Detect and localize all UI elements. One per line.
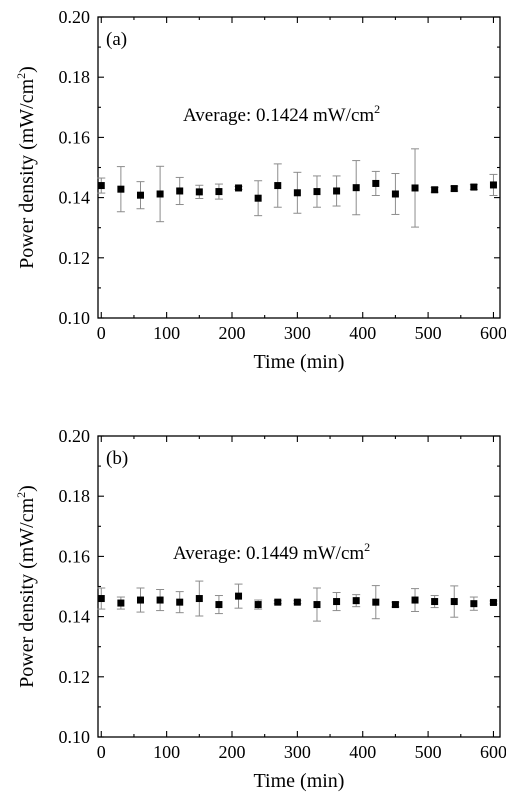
y-axis-title-superscript: 2 xyxy=(14,492,28,498)
data-point xyxy=(313,601,321,609)
y-axis-title-text: Power density (mW/cm xyxy=(16,78,38,268)
data-point xyxy=(254,194,262,202)
data-point xyxy=(117,599,125,607)
chart-panel-a: 0 100 200 300 400 500 600 0.10 0.12 0.14 0.16 0.18 0… xyxy=(14,7,506,373)
x-tick-label: 100 xyxy=(153,323,180,343)
y-tick-label: 0.18 xyxy=(59,67,91,87)
data-point xyxy=(333,187,341,195)
data-point xyxy=(117,185,125,193)
data-point xyxy=(195,595,203,603)
x-tick-label: 0 xyxy=(97,323,106,343)
data-point xyxy=(450,185,458,193)
data-point xyxy=(411,596,419,604)
data-point xyxy=(235,592,243,600)
data-point xyxy=(176,598,184,606)
plot-frame xyxy=(97,16,501,319)
y-tick-label: 0.16 xyxy=(59,127,91,147)
x-tick-label: 400 xyxy=(349,742,376,762)
y-axis-title-superscript: 2 xyxy=(14,73,28,79)
y-tick-label: 0.10 xyxy=(59,308,91,328)
x-tick-label: 0 xyxy=(97,742,106,762)
x-tick-label: 300 xyxy=(284,742,311,762)
x-tick-label: 500 xyxy=(415,323,442,343)
panel-label: (a) xyxy=(106,29,127,50)
x-tick-label: 200 xyxy=(219,323,246,343)
x-tick-label: 400 xyxy=(349,323,376,343)
data-point xyxy=(489,598,497,606)
data-point xyxy=(352,597,360,605)
data-point xyxy=(176,187,184,195)
data-point xyxy=(274,598,282,606)
data-point xyxy=(293,189,301,197)
data-point xyxy=(313,188,321,196)
data-point xyxy=(450,598,458,606)
data-point xyxy=(431,598,439,606)
data-point xyxy=(215,601,223,609)
annotation-text: Average: 0.1424 mW/cm xyxy=(183,105,374,126)
data-point xyxy=(391,601,399,609)
data-point xyxy=(136,596,144,604)
data-point xyxy=(156,596,164,604)
x-tick-label: 600 xyxy=(480,323,506,343)
x-tick-label: 100 xyxy=(153,742,180,762)
y-tick-label: 0.12 xyxy=(59,667,91,687)
average-annotation: Average: 0.1449 mW/cm2 xyxy=(173,540,370,564)
x-axis-title: Time (min) xyxy=(254,351,345,373)
y-tick-label: 0.14 xyxy=(59,607,91,627)
data-point xyxy=(470,600,478,608)
data-point xyxy=(97,595,105,603)
y-axis-title-close: ) xyxy=(16,66,38,73)
data-point xyxy=(156,190,164,198)
data-point xyxy=(235,184,243,192)
annotation-superscript: 2 xyxy=(374,102,380,116)
data-point xyxy=(215,188,223,196)
data-point xyxy=(411,184,419,192)
y-tick-label: 0.10 xyxy=(59,727,91,747)
y-tick-label: 0.18 xyxy=(59,486,91,506)
data-point xyxy=(372,179,380,187)
data-point xyxy=(489,181,497,189)
average-annotation: Average: 0.1424 mW/cm2 xyxy=(183,102,380,126)
x-axis-title: Time (min) xyxy=(254,770,345,792)
data-point xyxy=(333,598,341,606)
x-tick-label: 500 xyxy=(415,742,442,762)
y-tick-label: 0.16 xyxy=(59,546,91,566)
y-tick-label: 0.12 xyxy=(59,248,91,268)
x-tick-label: 600 xyxy=(480,742,506,762)
y-axis-title: Power density (mW/cm2) xyxy=(14,66,38,269)
data-point xyxy=(431,186,439,194)
data-point xyxy=(195,188,203,196)
x-tick-label: 300 xyxy=(284,323,311,343)
data-point xyxy=(254,601,262,609)
data-point xyxy=(352,184,360,192)
y-tick-label: 0.20 xyxy=(59,426,91,446)
y-axis-title-close: ) xyxy=(16,485,38,492)
y-tick-label: 0.20 xyxy=(59,7,91,27)
data-point xyxy=(470,183,478,191)
y-tick-label: 0.14 xyxy=(59,188,91,208)
data-point xyxy=(274,182,282,190)
data-point xyxy=(372,598,380,606)
annotation-superscript: 2 xyxy=(364,540,370,554)
x-tick-label: 200 xyxy=(219,742,246,762)
data-point xyxy=(97,182,105,190)
plot-frame xyxy=(97,435,501,738)
y-axis-title: Power density (mW/cm2) xyxy=(14,485,38,688)
annotation-text: Average: 0.1449 mW/cm xyxy=(173,543,364,564)
data-point xyxy=(136,191,144,199)
y-axis-title-text: Power density (mW/cm xyxy=(16,497,38,687)
chart-panel-b: 0 100 200 300 400 500 600 0.10 0.12 0.14 0.16 0.18 0… xyxy=(14,426,506,792)
data-point xyxy=(293,598,301,606)
data-point xyxy=(391,190,399,198)
panel-label: (b) xyxy=(106,448,128,469)
